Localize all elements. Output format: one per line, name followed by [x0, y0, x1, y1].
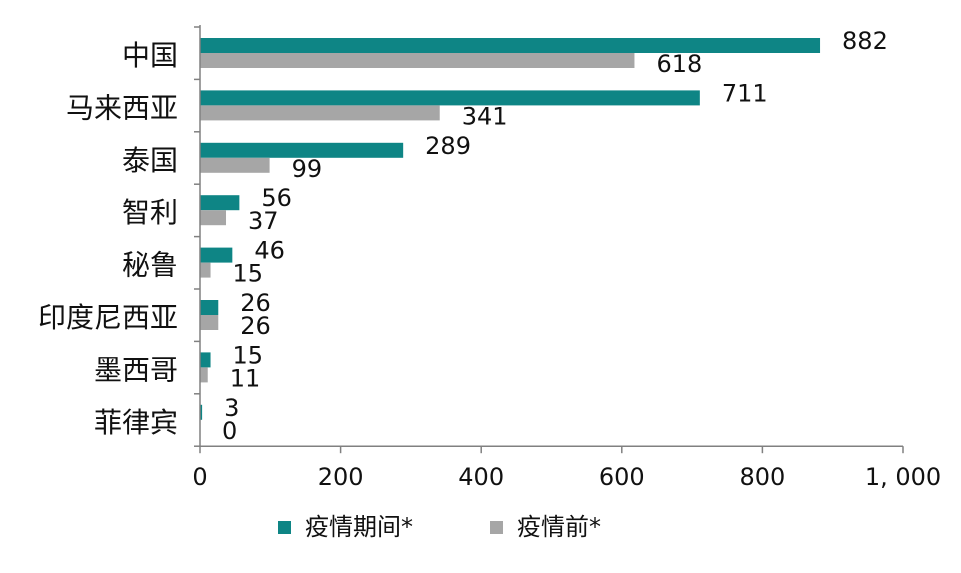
data-label-series-0: 15 [233, 341, 264, 369]
data-label-series-1: 37 [248, 207, 279, 235]
data-label-series-1: 15 [233, 260, 264, 288]
x-tick-label: 0 [192, 463, 207, 491]
data-label-series-1: 26 [240, 312, 271, 340]
data-label-series-0: 289 [425, 132, 471, 160]
bar-series-0-cat-7 [200, 404, 203, 420]
bar-series-1-cat-2 [200, 157, 270, 173]
legend-label-series-0: 疫情期间* [305, 513, 413, 541]
category-label: 智利 [122, 196, 178, 229]
legend-swatch-series-1 [490, 521, 503, 534]
data-label-series-1: 341 [462, 102, 508, 130]
bar-series-1-cat-4 [200, 262, 211, 278]
x-tick-label: 1, 000 [865, 463, 941, 491]
legend: 疫情期间* 疫情前* [278, 513, 601, 541]
data-label-series-1: 99 [292, 155, 323, 183]
x-tick-label: 800 [739, 463, 785, 491]
category-label: 马来西亚 [66, 91, 178, 124]
x-tick-label: 200 [318, 463, 364, 491]
bar-series-0-cat-3 [200, 195, 240, 211]
x-tick-label: 400 [458, 463, 504, 491]
bar-series-0-cat-5 [200, 300, 219, 315]
bar-series-0-cat-1 [200, 90, 700, 106]
bar-series-0-cat-0 [200, 38, 821, 53]
bar-series-1-cat-6 [200, 367, 208, 383]
bar-series-1-cat-5 [200, 315, 219, 330]
bar-series-1-cat-3 [200, 210, 227, 226]
data-label-series-0: 56 [261, 184, 292, 212]
data-label-series-0: 711 [722, 79, 768, 107]
bar-series-1-cat-0 [200, 53, 635, 68]
bar-series-0-cat-4 [200, 247, 233, 263]
category-label: 菲律宾 [94, 406, 178, 439]
data-label-series-0: 46 [254, 237, 285, 265]
data-label-series-0: 26 [240, 289, 271, 317]
bars-layer [200, 38, 821, 420]
data-label-series-1: 11 [230, 364, 261, 392]
data-label-series-0: 882 [842, 27, 888, 55]
category-label: 墨西哥 [94, 353, 178, 386]
data-label-series-1: 618 [656, 50, 702, 78]
data-label-series-1: 0 [222, 417, 237, 445]
bar-series-1-cat-1 [200, 105, 440, 121]
category-label: 秘鲁 [122, 249, 178, 282]
category-label: 中国 [122, 39, 178, 72]
legend-swatch-series-0 [278, 521, 291, 534]
x-tick-label: 600 [599, 463, 645, 491]
category-label: 泰国 [122, 144, 178, 177]
data-label-series-0: 3 [224, 394, 239, 422]
axis-layer: 0 200 400 600 800 1, 000 [192, 25, 941, 491]
legend-label-series-1: 疫情前* [517, 513, 601, 541]
category-label: 印度尼西亚 [38, 301, 178, 334]
bar-series-0-cat-2 [200, 142, 404, 158]
bar-series-0-cat-6 [200, 352, 211, 368]
